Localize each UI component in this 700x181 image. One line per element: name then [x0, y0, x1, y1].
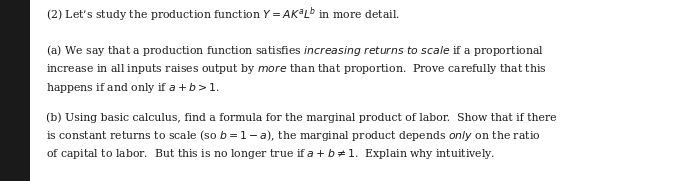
Text: (2) Let’s study the production function $Y = AK^{a}L^{b}$ in more detail.

(a) W: (2) Let’s study the production function …: [46, 5, 556, 181]
Bar: [0, 0, 30, 181]
